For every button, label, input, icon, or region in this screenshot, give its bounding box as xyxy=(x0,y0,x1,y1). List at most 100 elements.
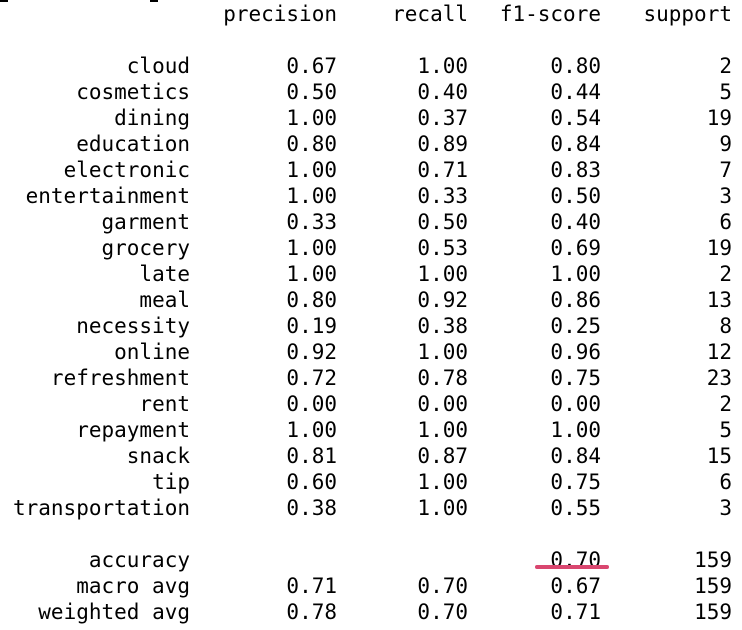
class-row: repayment 1.00 1.00 1.00 5 xyxy=(0,417,742,443)
class-row: grocery 1.00 0.53 0.69 19 xyxy=(0,235,742,261)
recall-value: 0.92 xyxy=(417,288,468,312)
recall-value: 0.87 xyxy=(417,444,468,468)
class-row: cosmetics 0.50 0.40 0.44 5 xyxy=(0,79,742,105)
support-value: 8 xyxy=(719,314,732,338)
f1-score-value: 0.83 xyxy=(550,158,601,182)
precision-value: 0.50 xyxy=(286,80,337,104)
f1-score-value: 0.86 xyxy=(550,288,601,312)
precision-value: 0.33 xyxy=(286,210,337,234)
row-label: weighted avg xyxy=(38,600,190,624)
recall-value: 0.89 xyxy=(417,132,468,156)
row-label: refreshment xyxy=(50,366,190,390)
support-value: 3 xyxy=(719,184,732,208)
recall-value: 0.00 xyxy=(417,392,468,416)
recall-value: 1.00 xyxy=(417,262,468,286)
precision-value: 0.80 xyxy=(286,288,337,312)
f1-score-value: 0.69 xyxy=(550,236,601,260)
support-value: 2 xyxy=(719,392,732,416)
recall-value: 1.00 xyxy=(417,418,468,442)
row-label: macro avg xyxy=(76,574,190,598)
f1-score-value: 0.67 xyxy=(550,574,601,598)
row-label: necessity xyxy=(76,314,190,338)
row-label: entertainment xyxy=(25,184,190,208)
support-value: 23 xyxy=(706,366,732,390)
summary-row: macro avg 0.71 0.70 0.67 159 xyxy=(0,573,742,599)
support-value: 7 xyxy=(719,158,732,182)
row-label: late xyxy=(139,262,190,286)
row-label: meal xyxy=(139,288,190,312)
summary-row: weighted avg 0.78 0.70 0.71 159 xyxy=(0,599,742,625)
row-label: repayment xyxy=(76,418,190,442)
recall-value: 1.00 xyxy=(417,340,468,364)
row-label: transportation xyxy=(12,496,190,520)
recall-value: 0.70 xyxy=(417,574,468,598)
class-row: tip 0.60 1.00 0.75 6 xyxy=(0,469,742,495)
precision-value: 0.81 xyxy=(286,444,337,468)
recall-value: 1.00 xyxy=(417,54,468,78)
precision-value: 0.00 xyxy=(286,392,337,416)
support-value: 3 xyxy=(719,496,732,520)
recall-value: 0.70 xyxy=(417,600,468,624)
class-row: rent 0.00 0.00 0.00 2 xyxy=(0,391,742,417)
f1-score-value: 0.00 xyxy=(550,392,601,416)
class-row: transportation 0.38 1.00 0.55 3 xyxy=(0,495,742,521)
row-label: garment xyxy=(101,210,190,234)
class-row: garment 0.33 0.50 0.40 6 xyxy=(0,209,742,235)
support-value: 2 xyxy=(719,54,732,78)
report-header-row: precision recall f1-score support xyxy=(0,1,742,27)
precision-value: 1.00 xyxy=(286,106,337,130)
class-row: late 1.00 1.00 1.00 2 xyxy=(0,261,742,287)
row-label: education xyxy=(76,132,190,156)
precision-value: 1.00 xyxy=(286,158,337,182)
class-row: dining 1.00 0.37 0.54 19 xyxy=(0,105,742,131)
row-label: accuracy xyxy=(88,548,190,572)
class-row: cloud 0.67 1.00 0.80 2 xyxy=(0,53,742,79)
header-support: support xyxy=(643,2,732,26)
support-value: 5 xyxy=(719,418,732,442)
support-value: 159 xyxy=(694,574,732,598)
row-label: electronic xyxy=(63,158,190,182)
class-row: meal 0.80 0.92 0.86 13 xyxy=(0,287,742,313)
header-f1-score: f1-score xyxy=(499,2,601,26)
class-row: necessity 0.19 0.38 0.25 8 xyxy=(0,313,742,339)
f1-score-value: 0.55 xyxy=(550,496,601,520)
row-label: tip xyxy=(152,470,190,494)
row-label: grocery xyxy=(101,236,190,260)
recall-value: 0.40 xyxy=(417,80,468,104)
precision-value: 0.38 xyxy=(286,496,337,520)
summary-row: accuracy 0.70 159 xyxy=(0,547,742,573)
support-value: 159 xyxy=(694,548,732,572)
row-label: cosmetics xyxy=(76,80,190,104)
f1-score-value: 0.84 xyxy=(550,132,601,156)
recall-value: 0.53 xyxy=(417,236,468,260)
row-label: rent xyxy=(139,392,190,416)
row-label: dining xyxy=(114,106,190,130)
support-value: 9 xyxy=(719,132,732,156)
support-value: 19 xyxy=(706,106,732,130)
f1-score-value: 0.44 xyxy=(550,80,601,104)
f1-score-value: 0.75 xyxy=(550,366,601,390)
f1-score-value: 1.00 xyxy=(550,418,601,442)
class-row: education 0.80 0.89 0.84 9 xyxy=(0,131,742,157)
f1-score-value: 1.00 xyxy=(550,262,601,286)
class-row: refreshment 0.72 0.78 0.75 23 xyxy=(0,365,742,391)
f1-score-value: 0.25 xyxy=(550,314,601,338)
accuracy-highlight-underline xyxy=(535,565,609,569)
precision-value: 1.00 xyxy=(286,236,337,260)
precision-value: 0.80 xyxy=(286,132,337,156)
row-label: online xyxy=(114,340,190,364)
recall-value: 0.38 xyxy=(417,314,468,338)
support-value: 159 xyxy=(694,600,732,624)
class-row: snack 0.81 0.87 0.84 15 xyxy=(0,443,742,469)
support-value: 12 xyxy=(706,340,732,364)
f1-score-value: 0.80 xyxy=(550,54,601,78)
precision-value: 0.60 xyxy=(286,470,337,494)
precision-value: 0.92 xyxy=(286,340,337,364)
support-value: 6 xyxy=(719,470,732,494)
support-value: 19 xyxy=(706,236,732,260)
f1-score-value: 0.50 xyxy=(550,184,601,208)
precision-value: 1.00 xyxy=(286,262,337,286)
class-row: online 0.92 1.00 0.96 12 xyxy=(0,339,742,365)
f1-score-value: 0.71 xyxy=(550,600,601,624)
precision-value: 0.78 xyxy=(286,600,337,624)
